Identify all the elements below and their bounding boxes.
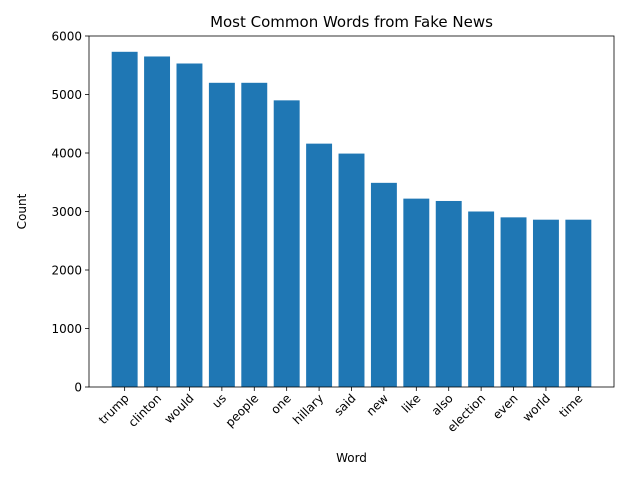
y-axis-label: Count — [15, 193, 29, 229]
x-tick-label: like — [399, 391, 423, 415]
bar-trump — [111, 51, 138, 388]
x-tick-label: even — [490, 391, 521, 422]
bar-people — [241, 82, 268, 388]
y-tick-label: 5000 — [51, 88, 82, 102]
bar-time — [565, 219, 592, 387]
plot-frame — [88, 35, 615, 388]
y-axis-ticks: 0 1000 2000 3000 4000 5000 6000 — [51, 30, 89, 395]
y-tick-label: 1000 — [51, 322, 82, 336]
bar-would — [176, 63, 203, 387]
x-tick-label: clinton — [126, 391, 165, 430]
bar-new — [370, 182, 397, 387]
y-tick-label: 3000 — [51, 205, 82, 219]
x-axis-label: Word — [336, 451, 367, 465]
x-tick-label: would — [161, 391, 196, 426]
bar-also — [435, 200, 462, 387]
x-tick-label: us — [209, 391, 229, 411]
bar-like — [403, 198, 430, 387]
bar-hillary — [306, 143, 333, 387]
x-tick-label: said — [331, 391, 358, 418]
y-tick-label: 0 — [74, 381, 82, 395]
bar-world — [532, 219, 559, 387]
y-tick-label: 6000 — [51, 30, 82, 44]
x-tick-label: world — [520, 391, 553, 424]
x-tick-label: time — [556, 391, 585, 420]
x-tick-label: one — [268, 391, 294, 417]
x-tick-label: new — [364, 391, 392, 419]
bar-us — [208, 82, 235, 388]
bar-election — [468, 211, 495, 387]
x-tick-label: also — [429, 391, 456, 418]
x-tick-label: hillary — [290, 391, 326, 427]
y-tick-label: 4000 — [51, 147, 82, 161]
x-tick-label: people — [223, 391, 262, 430]
bar-one — [273, 100, 300, 387]
y-tick-label: 2000 — [51, 264, 82, 278]
bar-said — [338, 153, 365, 387]
chart-title: Most Common Words from Fake News — [210, 13, 493, 31]
bar-even — [500, 217, 527, 387]
bar-clinton — [144, 56, 171, 387]
bars-group — [111, 51, 592, 388]
